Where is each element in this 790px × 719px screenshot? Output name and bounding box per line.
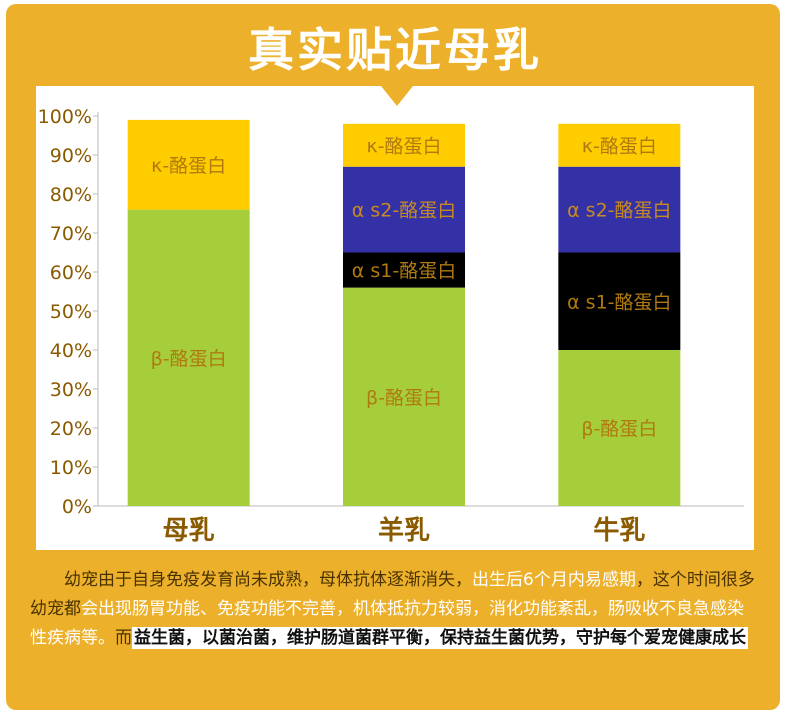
- bar-segment: [127, 119, 250, 210]
- page-title: 真实贴近母乳: [248, 23, 542, 77]
- bar-segment: [343, 287, 465, 506]
- text-part2: 出生后6个月内易感期: [472, 570, 636, 590]
- bar-segment-label: α s1-酪蛋白: [352, 260, 456, 282]
- bar-segment-label: α s2-酪蛋白: [352, 200, 456, 222]
- bar-segment-label: β-酪蛋白: [151, 348, 227, 370]
- y-tick-label: 70%: [50, 223, 92, 245]
- bar-segment-label: κ-酪蛋白: [582, 135, 657, 157]
- chart-panel: 0% 10% 20% 30% 40% 50% 60% 70% 80% 90% 100% β-酪蛋白 κ-…: [36, 86, 754, 550]
- bar-segment-label: α s1-酪蛋白: [567, 291, 671, 313]
- y-tick-label: 0%: [62, 496, 92, 518]
- category-label: 羊乳: [378, 515, 430, 546]
- category-label: 母乳: [163, 516, 215, 546]
- bar-segment: [343, 123, 465, 167]
- y-tick-label: 10%: [50, 457, 92, 479]
- bar-segment-label: α s2-酪蛋白: [567, 200, 671, 222]
- bar-segment: [127, 209, 250, 506]
- text-part6: 益生菌，以菌治菌，维护肠道菌群平衡，保持益生菌优势，守护每个爱宠健康成长: [132, 627, 748, 649]
- pointer-triangle: [381, 86, 413, 106]
- text-part3: ，这个时间很多幼宠都: [30, 570, 755, 619]
- bar-segment: [343, 166, 465, 253]
- y-tick-label: 100%: [38, 106, 92, 128]
- text-part5: 而: [115, 628, 132, 648]
- y-tick-label: 60%: [50, 262, 92, 284]
- description-text: 幼宠由于自身免疫发育尚未成熟，母体抗体逐渐消失，出生后6个月内易感期，这个时间很…: [30, 566, 760, 653]
- y-tick-label: 20%: [50, 418, 92, 440]
- bar-segment: [558, 123, 681, 167]
- y-tick-label: 80%: [50, 184, 92, 206]
- bar-segment-label: β-酪蛋白: [366, 387, 442, 409]
- bar-segment: [558, 252, 681, 350]
- text-part4: 会出现肠胃功能、免疫功能不完善，机体抵抗力较弱，消化功能紊乱，肠吸收不良急感染性…: [30, 599, 744, 648]
- bar-segment-label: κ-酪蛋白: [151, 155, 226, 177]
- stacked-bar-chart: 0% 10% 20% 30% 40% 50% 60% 70% 80% 90% 100% β-酪蛋白 κ-…: [38, 106, 744, 546]
- bar-segment-label: κ-酪蛋白: [366, 135, 441, 157]
- bar-segment: [343, 252, 465, 288]
- y-tick-label: 30%: [50, 379, 92, 401]
- bar-segment: [558, 350, 681, 506]
- y-tick-label: 90%: [50, 145, 92, 167]
- text-part1: 幼宠由于自身免疫发育尚未成熟，母体抗体逐渐消失，: [64, 570, 472, 590]
- y-tick-label: 40%: [50, 340, 92, 362]
- y-tick-label: 50%: [50, 301, 92, 323]
- bar-segment: [558, 166, 681, 253]
- bar-segment-label: β-酪蛋白: [581, 418, 657, 440]
- category-label: 牛乳: [593, 516, 645, 546]
